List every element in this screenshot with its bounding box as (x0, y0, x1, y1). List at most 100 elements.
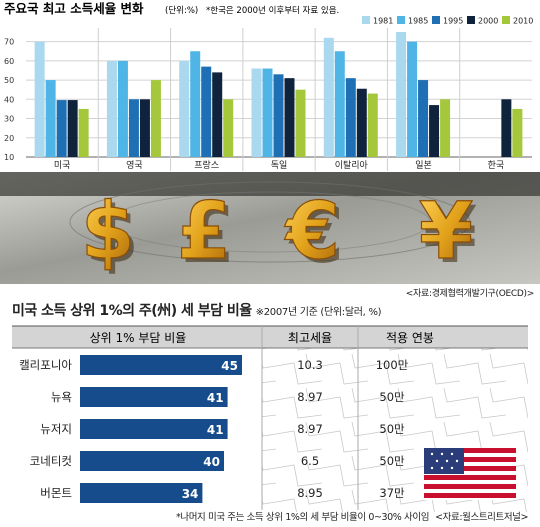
top-rate-cell: 8.95 (297, 486, 323, 500)
y-tick-label: 10 (4, 153, 14, 162)
bar (512, 108, 523, 157)
y-tick-label: 30 (4, 115, 14, 124)
state-name: 뉴욕 (51, 390, 72, 404)
legend-swatch (397, 16, 405, 24)
bar (262, 68, 273, 157)
legend-label: 1985 (408, 17, 428, 26)
bar (284, 78, 295, 157)
bar (501, 99, 512, 157)
bar (407, 41, 418, 157)
share-bar (80, 387, 228, 407)
state-tax-table: 상위 1% 부담 비율 최고세율 적용 연봉 캘리포니아 45 10.3 100만뉴욕… (12, 325, 528, 512)
state-name: 코네티컷 (30, 454, 72, 468)
share-value: 45 (221, 359, 238, 373)
table-title: 미국 소득 상위 1%의 주(州) 세 부담 비율 (12, 303, 252, 319)
legend-swatch (467, 16, 475, 24)
bar (418, 80, 429, 157)
x-tick-label: 영국 (126, 160, 143, 171)
bar (323, 37, 334, 158)
x-tick-label: 한국 (488, 160, 505, 171)
table-subtitle: ※2007년 기준 (단위:달러, %) (255, 307, 382, 318)
income-cell: 50만 (379, 454, 405, 468)
bar (128, 99, 139, 157)
banknote-pattern-inner (109, 191, 431, 253)
top-rate-cell: 6.5 (301, 454, 319, 468)
us-flag-icon (424, 448, 516, 500)
legend-label: 2000 (478, 17, 498, 26)
currency-symbol-shadow: £ (181, 191, 235, 281)
chart-annotation: *한국은 2000년 이후부터 자료 있음. (206, 5, 339, 16)
x-tick-label: 이탈리아 (335, 160, 369, 171)
bar (396, 32, 407, 157)
chart-title: 주요국 최고 소득세율 변화 (4, 1, 144, 16)
x-tick-label: 일본 (415, 160, 432, 171)
x-tick-label: 독일 (271, 160, 288, 171)
y-tick-label: 70 (4, 38, 14, 47)
legend-swatch (362, 16, 370, 24)
currency-symbol-shadow: ¥ (423, 191, 477, 281)
bar (429, 105, 440, 157)
income-cell: 50만 (379, 422, 405, 436)
source-wsj: <자료:월스트리트저널> (435, 512, 529, 523)
income-tax-chart: 주요국 최고 소득세율 변화 (단위:%) *한국은 2000년 이후부터 자료… (0, 0, 540, 172)
chart-x-labels: 미국 영국 프랑스 독일 이탈리아 일본 한국 (54, 159, 504, 171)
top-rate-cell: 8.97 (297, 390, 323, 404)
currency-banner: $$ ££ €€ ¥¥ (0, 172, 540, 284)
banknote-pattern (69, 181, 471, 263)
bar (345, 78, 356, 157)
table-header-bg (12, 326, 528, 348)
legend-label: 1995 (443, 17, 463, 26)
state-tax-table-section: 미국 소득 상위 1%의 주(州) 세 부담 비율 ※2007년 기준 (단위:달… (0, 300, 540, 527)
currency-symbol: $ (81, 187, 135, 277)
footnote-wrap: *나머지 미국 주는 소득 상위 1%의 세 부담 비율이 0~30% 사이임 <… (176, 509, 528, 523)
state-name: 캘리포니아 (19, 358, 72, 372)
bar (67, 100, 78, 157)
bar (78, 108, 89, 157)
bar (212, 72, 223, 157)
bar (223, 99, 234, 157)
currency-symbol-shadow: $ (85, 191, 139, 281)
bar (251, 68, 262, 157)
source-oecd: <자료:경제협력개발기구(OECD)> (405, 289, 535, 299)
x-tick-label: 미국 (54, 160, 71, 171)
legend-label: 2010 (513, 17, 533, 26)
bar (139, 99, 150, 157)
share-bar (80, 355, 242, 375)
chart-legend: 1981 1985 1995 2000 2010 (362, 16, 533, 26)
share-value: 34 (182, 487, 199, 501)
x-tick-label: 프랑스 (194, 159, 219, 171)
legend-label: 1981 (373, 17, 393, 26)
column-header-top-rate: 최고세율 (288, 331, 332, 345)
bar (295, 89, 306, 157)
top-rate-cell: 10.3 (297, 358, 323, 372)
income-cell: 37만 (379, 486, 405, 500)
state-name: 버몬트 (40, 486, 72, 500)
bar (56, 100, 67, 157)
bar (201, 66, 212, 157)
bar (190, 51, 201, 157)
share-value: 41 (207, 391, 224, 405)
column-header-share: 상위 1% 부담 비율 (90, 331, 187, 345)
share-bar (80, 483, 203, 503)
bar (356, 88, 367, 157)
table-title-wrap: 미국 소득 상위 1%의 주(州) 세 부담 비율 ※2007년 기준 (단위:달… (12, 300, 382, 320)
bar (45, 80, 56, 157)
share-value: 41 (207, 423, 224, 437)
y-tick-label: 50 (4, 76, 14, 85)
legend-swatch (502, 16, 510, 24)
legend-swatch (432, 16, 440, 24)
bar (367, 93, 378, 157)
currency-symbol-shadow: € (288, 191, 344, 281)
footnote: *나머지 미국 주는 소득 상위 1%의 세 부담 비율이 0~30% 사이임 (176, 512, 430, 523)
y-tick-label: 40 (4, 95, 14, 104)
currency-symbol: ¥ (419, 187, 473, 277)
income-cell: 50만 (379, 390, 405, 404)
top-rate-cell: 8.97 (297, 422, 323, 436)
income-cell: 100만 (376, 358, 409, 372)
share-value: 40 (203, 455, 220, 469)
bar (334, 51, 345, 157)
bar (34, 41, 45, 157)
chart-bars (34, 32, 523, 158)
y-tick-label: 20 (4, 134, 14, 143)
